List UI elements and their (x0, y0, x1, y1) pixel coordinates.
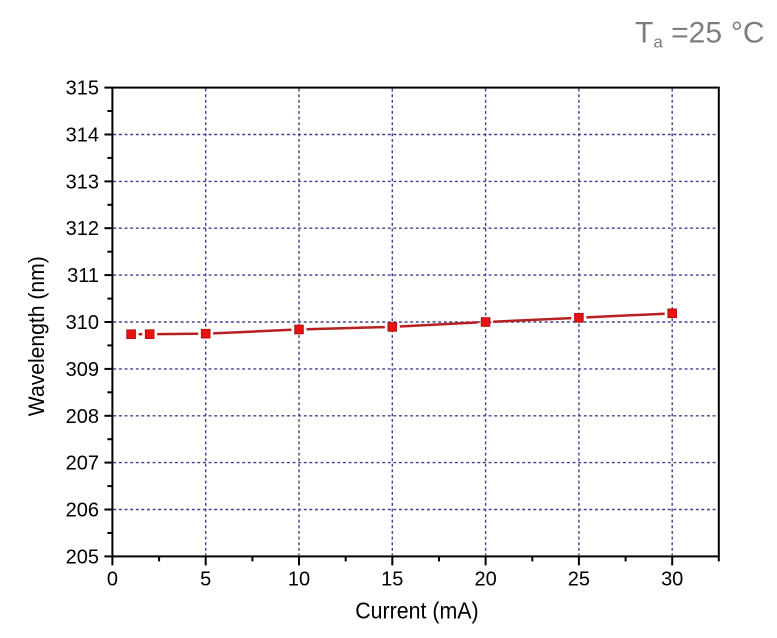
svg-text:311: 311 (67, 265, 99, 287)
svg-text:312: 312 (66, 218, 99, 240)
svg-text:310: 310 (66, 312, 99, 334)
svg-text:5: 5 (200, 569, 211, 591)
svg-text:315: 315 (66, 78, 99, 100)
svg-text:0: 0 (107, 569, 118, 591)
svg-text:Current (mA): Current (mA) (355, 597, 478, 623)
svg-text:30: 30 (661, 569, 683, 591)
svg-text:206: 206 (66, 500, 99, 522)
svg-text:25: 25 (568, 569, 590, 591)
svg-text:10: 10 (288, 569, 310, 591)
svg-text:205: 205 (66, 546, 99, 568)
svg-text:15: 15 (381, 569, 403, 591)
svg-text:208: 208 (66, 406, 99, 428)
svg-text:207: 207 (66, 453, 99, 475)
svg-text:20: 20 (474, 569, 496, 591)
svg-text:314: 314 (66, 125, 99, 147)
svg-text:309: 309 (66, 359, 99, 381)
svg-text:313: 313 (66, 171, 99, 193)
svg-text:Wavelength (nm): Wavelength (nm) (24, 256, 49, 416)
